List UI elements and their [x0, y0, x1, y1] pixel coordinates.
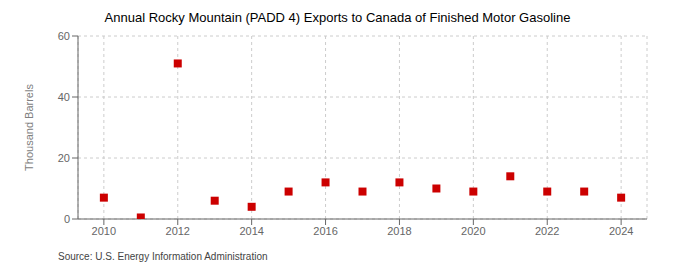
svg-text:2016: 2016: [313, 225, 337, 237]
html-text:Annual Rocky Mountain (PADD 4): Annual Rocky Mountain (PADD 4) Exports t…: [104, 10, 571, 25]
svg-text:2010: 2010: [92, 225, 116, 237]
svg-text:Thousand Barrels: Thousand Barrels: [23, 84, 35, 171]
svg-text:2018: 2018: [387, 225, 411, 237]
svg-text:20: 20: [58, 152, 70, 164]
svg-text:2024: 2024: [609, 225, 633, 237]
html-text:Source: U.S. Energy Informatio: Source: U.S. Energy Information Administ…: [58, 251, 268, 262]
svg-text:60: 60: [58, 30, 70, 42]
svg-text:2014: 2014: [239, 225, 263, 237]
svg-text:2020: 2020: [461, 225, 485, 237]
svg-text:0: 0: [64, 213, 70, 225]
svg-text:2012: 2012: [166, 225, 190, 237]
svg-text:2022: 2022: [535, 225, 559, 237]
svg-text:40: 40: [58, 91, 70, 103]
